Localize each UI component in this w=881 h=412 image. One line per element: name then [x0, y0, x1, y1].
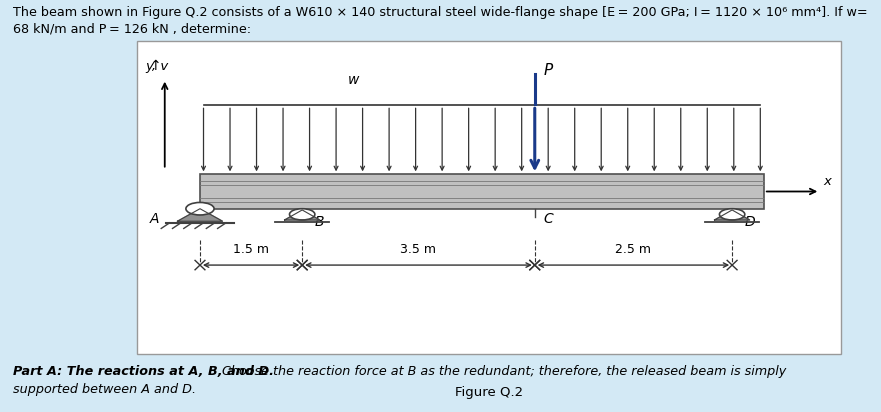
Text: Figure Q.2: Figure Q.2 — [455, 386, 523, 399]
Text: w: w — [348, 73, 359, 87]
Text: y, v: y, v — [145, 59, 168, 73]
Text: 1.5 m: 1.5 m — [233, 243, 269, 256]
Text: supported between A and D.: supported between A and D. — [13, 383, 196, 396]
Bar — [200, 174, 764, 209]
Text: Part A: The reactions at A, B, and D.: Part A: The reactions at A, B, and D. — [13, 365, 274, 378]
Text: Choose the reaction force at B as the redundant; therefore, the released beam is: Choose the reaction force at B as the re… — [218, 365, 787, 378]
Circle shape — [186, 202, 214, 215]
Text: $\uparrow$: $\uparrow$ — [147, 58, 161, 73]
Text: 3.5 m: 3.5 m — [401, 243, 436, 256]
Polygon shape — [177, 209, 223, 221]
Text: D: D — [744, 215, 755, 229]
Text: C: C — [544, 212, 553, 226]
Text: 68 kN/m and P = 126 kN , determine:: 68 kN/m and P = 126 kN , determine: — [13, 23, 251, 36]
Text: x: x — [824, 176, 832, 188]
Text: The beam shown in Figure Q.2 consists of a W610 × 140 structural steel wide-flan: The beam shown in Figure Q.2 consists of… — [13, 6, 868, 19]
Text: A: A — [150, 212, 159, 226]
Text: B: B — [315, 215, 324, 229]
Circle shape — [720, 209, 744, 220]
FancyBboxPatch shape — [137, 41, 841, 354]
Polygon shape — [285, 210, 320, 220]
Text: 2.5 m: 2.5 m — [616, 243, 651, 256]
Circle shape — [290, 209, 315, 220]
Polygon shape — [714, 210, 750, 220]
Text: P: P — [544, 63, 552, 78]
